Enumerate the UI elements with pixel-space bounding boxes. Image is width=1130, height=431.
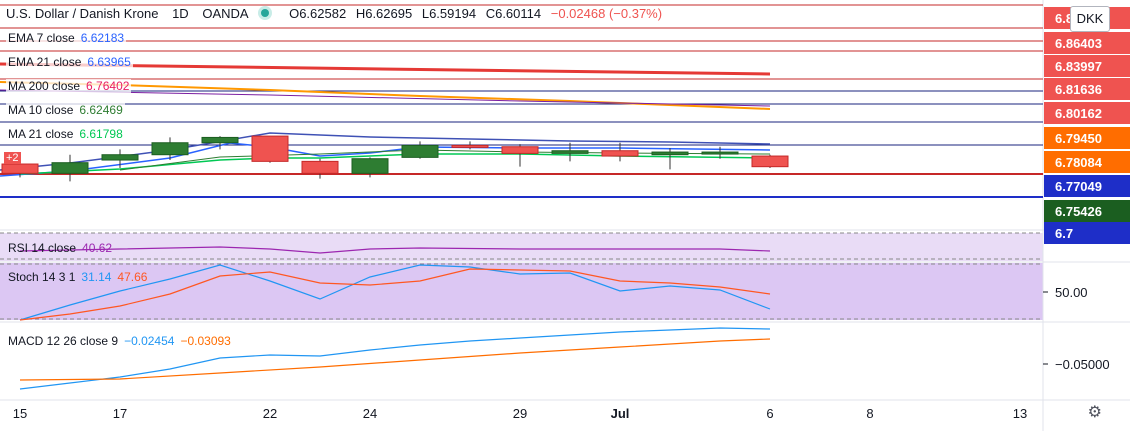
candle-body: [351, 158, 389, 174]
price-tag-label: 6.83997: [1055, 59, 1102, 74]
legend-ema21[interactable]: EMA 21 close 6.63965: [6, 55, 133, 69]
candle-body: [651, 151, 689, 156]
macd-line: [19, 327, 771, 390]
price-tag-label: 6.8: [1055, 11, 1073, 26]
rsi-line: [19, 246, 771, 254]
price-tag-label: 6.86403: [1055, 36, 1102, 51]
market-status-icon: [261, 9, 270, 17]
legend-stoch[interactable]: Stoch 14 3 1 31.14 47.66: [6, 270, 149, 284]
price-tag-label: 6.75426: [1055, 204, 1102, 219]
interval-label[interactable]: 1D: [172, 6, 189, 21]
legend-ema7[interactable]: EMA 7 close 6.62183: [6, 31, 127, 45]
time-tick-label: 13: [1013, 406, 1027, 421]
legend-rsi-label: RSI 14 close: [8, 241, 77, 255]
legend-macd-value: −0.02454: [124, 334, 175, 348]
price-tag-bg: [1044, 102, 1130, 124]
time-tick-label: 24: [363, 406, 377, 421]
candle-body: [551, 150, 589, 154]
price-tag-bg: [1044, 222, 1130, 244]
low-value: L6.59194: [421, 6, 477, 21]
candle-body: [751, 155, 789, 168]
legend-macd-signal: −0.03093: [180, 334, 231, 348]
legend-stoch-label: Stoch 14 3 1: [8, 270, 76, 284]
time-tick-label: 15: [13, 406, 27, 421]
legend-ema21-label: EMA 21 close: [8, 55, 82, 69]
legend-ma10-label: MA 10 close: [8, 103, 74, 117]
symbol-header: U.S. Dollar / Danish Krone 1D OANDA O6.6…: [6, 6, 662, 21]
settings-gear-icon[interactable]: ⚙: [1087, 404, 1102, 421]
stoch-d-line: [19, 268, 771, 321]
symbol-title[interactable]: U.S. Dollar / Danish Krone: [6, 6, 159, 21]
candle-body: [251, 135, 289, 162]
price-tag-label: 6.77049: [1055, 179, 1102, 194]
source-label: OANDA: [202, 6, 248, 21]
time-tick-label: 29: [513, 406, 527, 421]
legend-ema21-value: 6.63965: [87, 55, 131, 69]
legend-rsi-value: 40.62: [82, 241, 113, 255]
open-value: O6.62582: [289, 6, 347, 21]
price-tag-label: 6.78084: [1055, 155, 1103, 170]
candle-body: [1, 163, 39, 174]
stoch-k-line: [19, 264, 771, 321]
legend-ma200-label: MA 200 close: [8, 79, 81, 93]
legend-ma21-label: MA 21 close: [8, 127, 74, 141]
legend-ma21-value: 6.61798: [79, 127, 123, 141]
price-tag-bg: [1044, 175, 1130, 197]
time-tick-label: 17: [113, 406, 127, 421]
candle-body: [701, 151, 739, 155]
legend-macd-label: MACD 12 26 close 9: [8, 334, 119, 348]
macd-scale-label: −0.05000: [1055, 357, 1110, 372]
price-tag-label: 6.79450: [1055, 131, 1102, 146]
candle-body: [301, 160, 339, 174]
price-tag-bg: [1044, 151, 1130, 173]
price-tag-bg: [1044, 200, 1130, 222]
legend-stoch-k: 31.14: [81, 270, 112, 284]
stoch-pane-bg: [0, 263, 1043, 320]
candle-body: [401, 144, 439, 158]
price-tag-bg: [1044, 127, 1130, 149]
stoch-scale-label: 50.00: [1055, 285, 1088, 300]
ema7-line: [0, 142, 771, 177]
price-tag-bg: [1044, 32, 1130, 54]
close-value: C6.60114: [485, 6, 542, 21]
high-value: H6.62695: [355, 6, 413, 21]
ma200-shadow-line: [0, 89, 771, 107]
hidden-indicators-badge[interactable]: +2: [4, 152, 21, 164]
legend-stoch-d: 47.66: [117, 270, 148, 284]
macd-signal-line: [19, 338, 771, 381]
legend-ma200[interactable]: MA 200 close 6.76402: [6, 79, 132, 93]
legend-ma200-value: 6.76402: [86, 79, 130, 93]
legend-ma10-value: 6.62469: [79, 103, 123, 117]
legend-ma21[interactable]: MA 21 close 6.61798: [6, 127, 125, 141]
change-value: −0.02468 (−0.37%): [550, 6, 663, 21]
price-tag-label: 6.7: [1055, 226, 1073, 241]
legend-ema7-value: 6.62183: [80, 31, 125, 45]
time-tick-label: 22: [263, 406, 277, 421]
legend-macd[interactable]: MACD 12 26 close 9 −0.02454 −0.03093: [6, 334, 233, 348]
price-tag-label: 6.81636: [1055, 82, 1102, 97]
price-tag-label: 6.80162: [1055, 106, 1102, 121]
candle-body: [451, 144, 489, 148]
candle-body: [201, 136, 239, 144]
price-tag-bg: [1044, 55, 1130, 77]
candle-body: [51, 162, 89, 174]
time-tick-label: 6: [766, 406, 773, 421]
legend-rsi[interactable]: RSI 14 close 40.62: [6, 241, 114, 255]
legend-ma10[interactable]: MA 10 close 6.62469: [6, 103, 125, 117]
currency-button[interactable]: DKK: [1070, 6, 1110, 32]
candle-body: [601, 150, 639, 157]
candle-body: [101, 154, 139, 161]
candle-body: [501, 146, 539, 154]
candle-body: [151, 142, 189, 156]
price-tag-bg: [1044, 78, 1130, 100]
time-tick-label: Jul: [611, 406, 630, 421]
time-tick-label: 8: [866, 406, 873, 421]
rsi-pane-bg: [0, 233, 1043, 261]
legend-ema7-label: EMA 7 close: [8, 31, 75, 45]
